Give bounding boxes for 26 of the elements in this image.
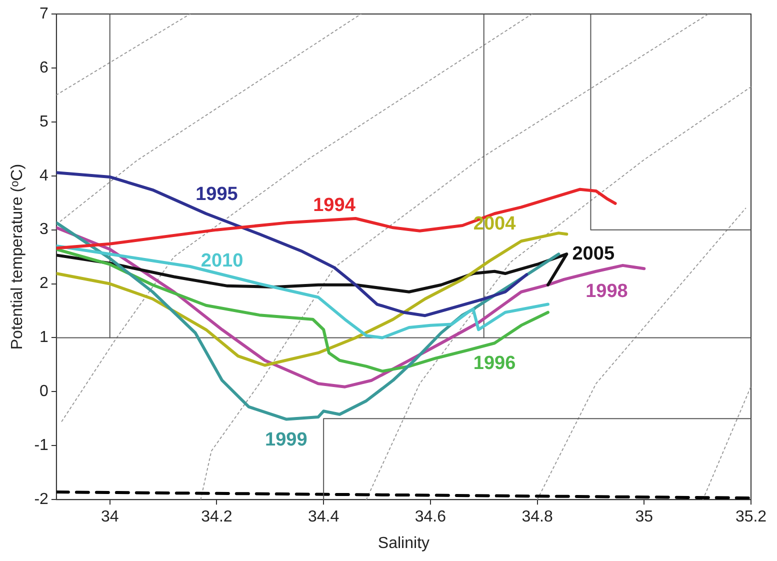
series-label: 1998 [586, 281, 628, 302]
series-label: 1996 [473, 352, 516, 374]
y-tick-label: 2 [40, 275, 49, 292]
x-tick-label: 35.2 [735, 508, 767, 526]
y-tick-label: 6 [40, 59, 49, 76]
y-tick-label: 5 [40, 113, 49, 130]
y-tick-label: 7 [40, 5, 49, 22]
y-tick-label: -1 [34, 437, 49, 454]
series-label: 1995 [196, 184, 238, 205]
x-tick-label: 34.4 [308, 508, 340, 526]
y-tick-label: -2 [34, 491, 49, 508]
series-label: 2005 [572, 243, 615, 264]
series-label: 1994 [313, 194, 356, 216]
y-axis-title: Potential temperature (ᵒC) [9, 164, 26, 350]
x-tick-label: 35 [635, 508, 654, 526]
y-tick-label: 0 [40, 383, 49, 400]
series-label: 2010 [200, 250, 244, 272]
series-label: 1999 [265, 429, 308, 450]
y-tick-label: 1 [40, 329, 49, 346]
x-tick-label: 34.6 [414, 508, 446, 526]
x-axis-title: Salinity [378, 534, 430, 552]
y-tick-label: 4 [40, 167, 49, 184]
x-tick-label: 34 [100, 508, 119, 526]
x-tick-label: 34.2 [201, 508, 232, 526]
y-tick-label: 3 [40, 221, 49, 238]
x-tick-label: 34.8 [522, 508, 553, 526]
